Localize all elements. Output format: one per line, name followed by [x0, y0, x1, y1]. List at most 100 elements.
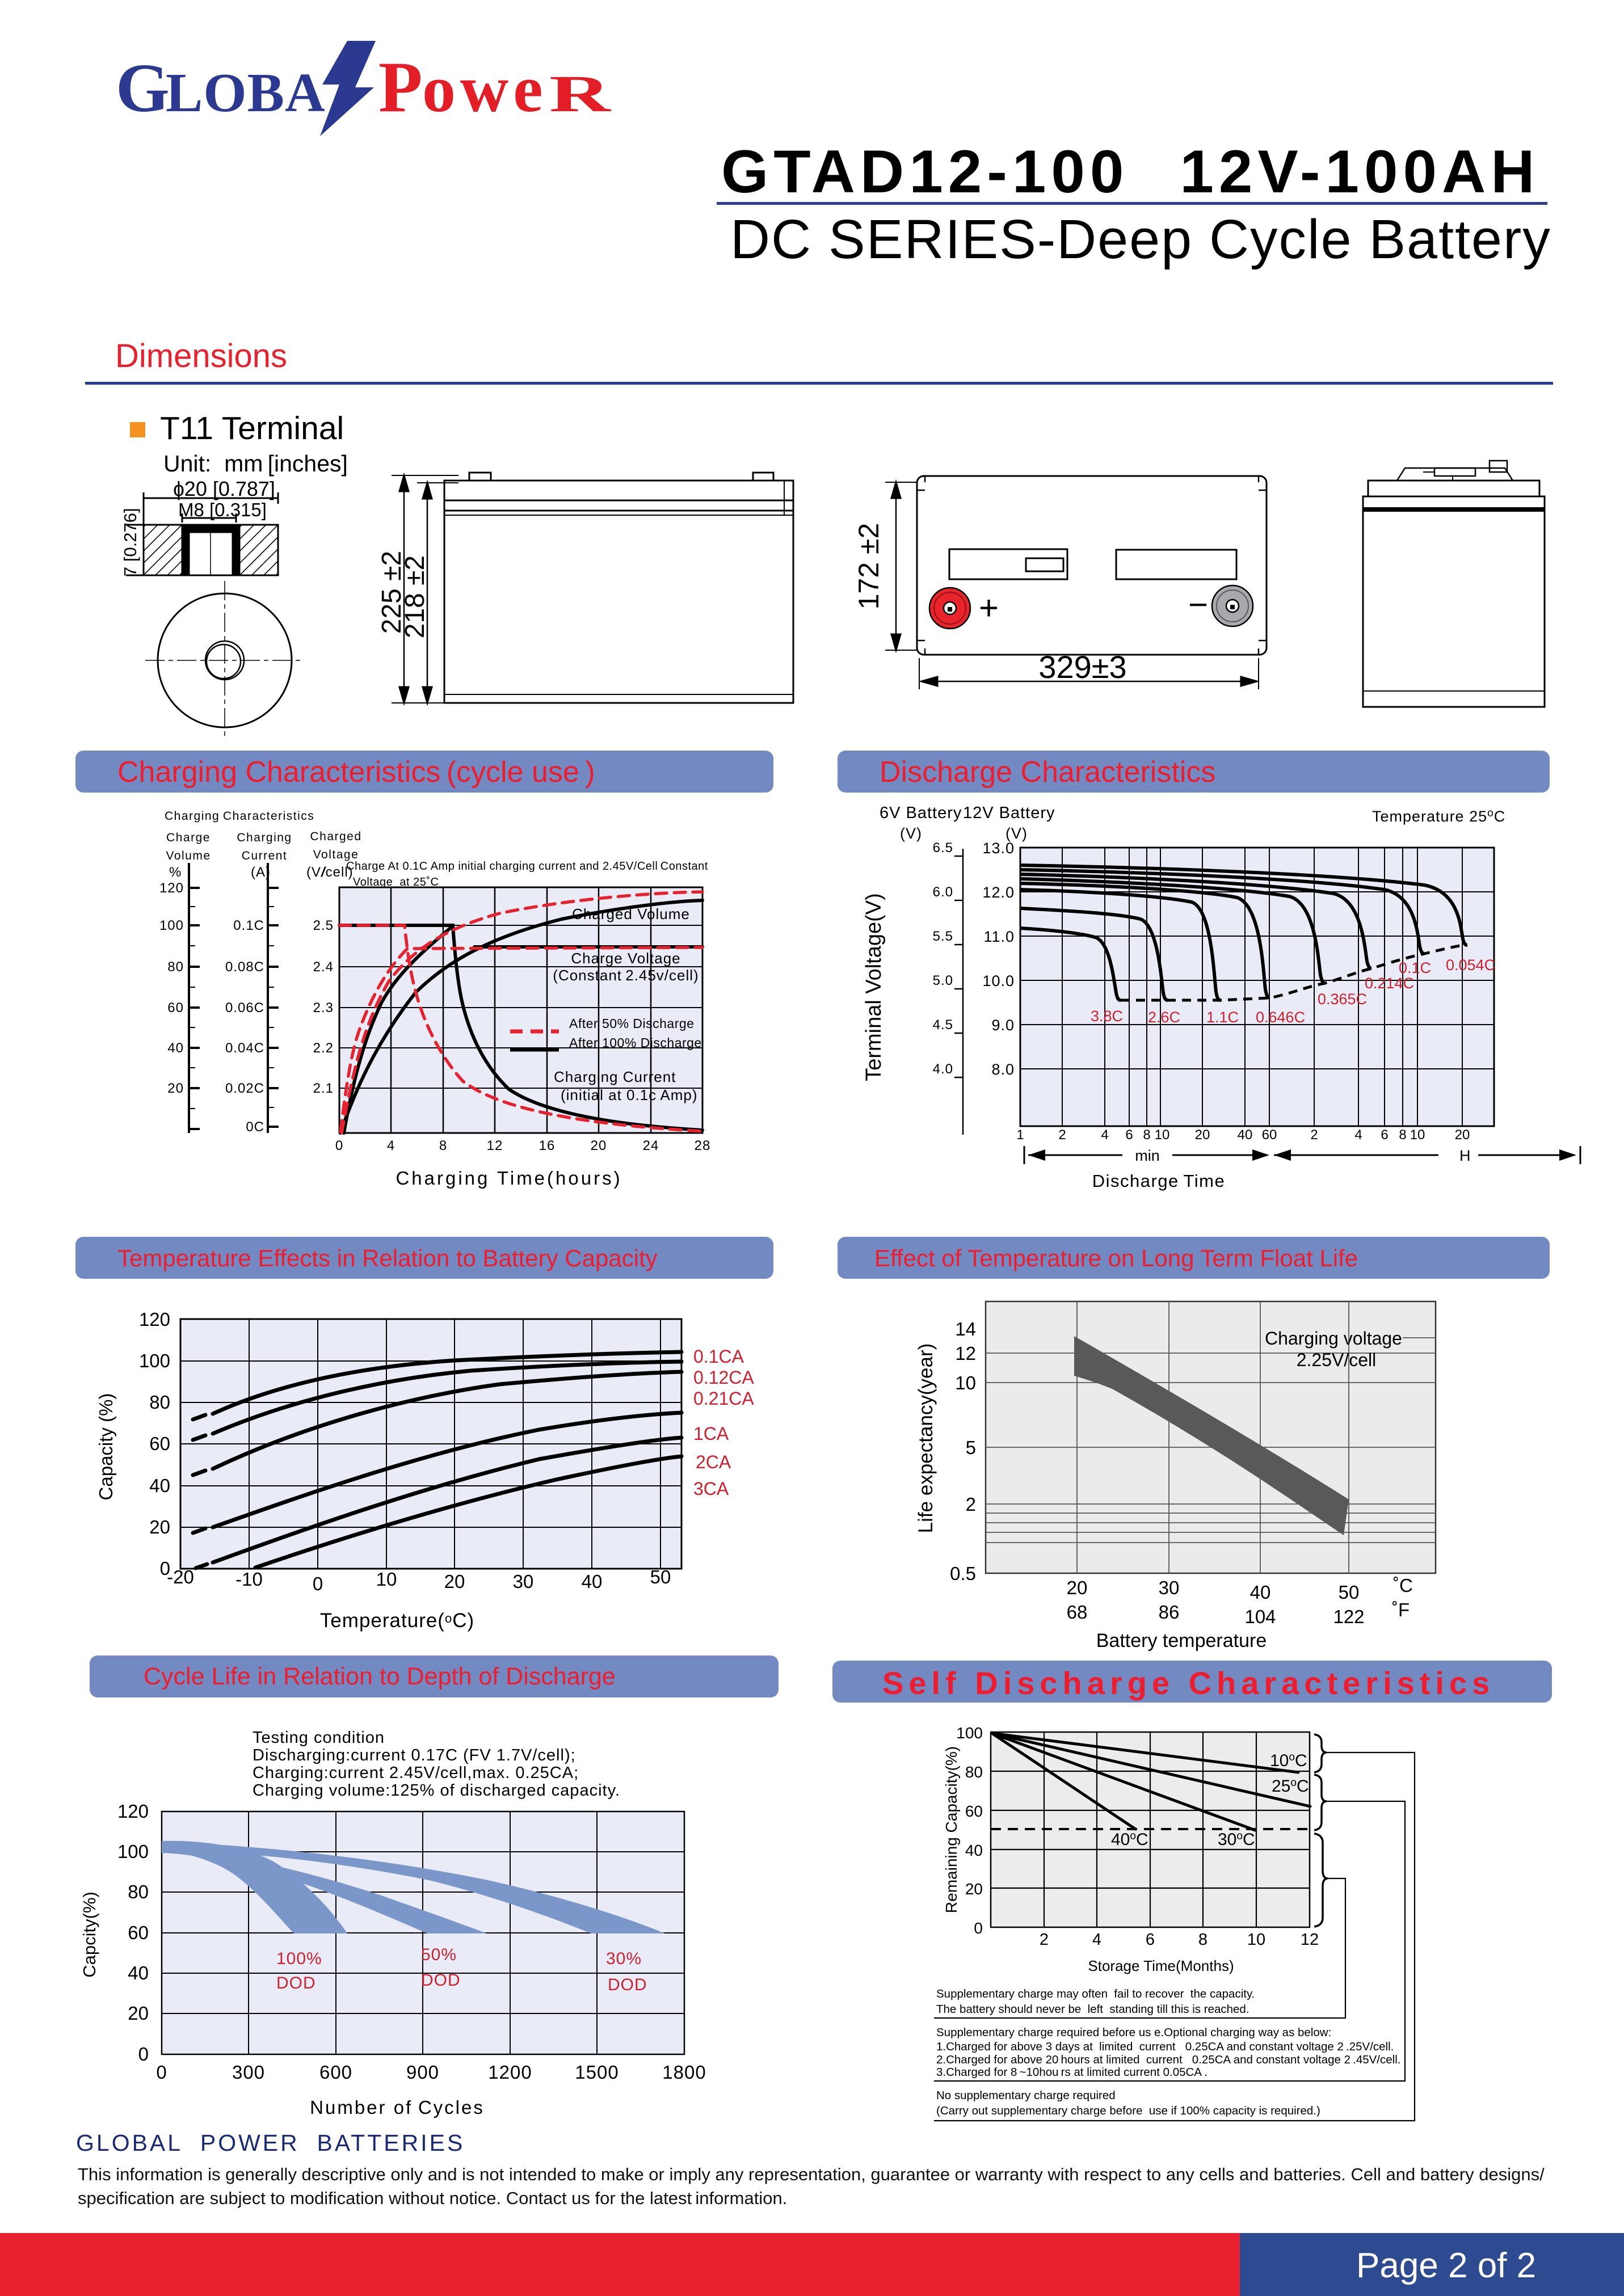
- svg-text:Temperature 25oC: Temperature 25oC: [1372, 807, 1505, 825]
- svg-text:20: 20: [965, 1880, 983, 1898]
- svg-text:100: 100: [159, 918, 184, 933]
- svg-text:80: 80: [149, 1392, 170, 1413]
- svg-text:2: 2: [1310, 1127, 1318, 1143]
- svg-text:2.3: 2.3: [313, 1000, 334, 1016]
- svg-text:Temperature(oC): Temperature(oC): [320, 1610, 474, 1632]
- svg-text:3.8C: 3.8C: [1091, 1008, 1123, 1025]
- svg-text:Discharging:current 0.17C (FV: Discharging:current 0.17C (FV 1.7V/cell)…: [253, 1746, 576, 1764]
- svg-text:0.054C: 0.054C: [1446, 957, 1495, 974]
- svg-text:8: 8: [1143, 1127, 1150, 1143]
- svg-text:20: 20: [1455, 1127, 1470, 1143]
- svg-text:Testing condition: Testing condition: [253, 1729, 385, 1747]
- svg-text:H: H: [1459, 1147, 1471, 1164]
- svg-text:2: 2: [966, 1494, 976, 1515]
- svg-text:40: 40: [1250, 1582, 1271, 1603]
- svg-text:0: 0: [160, 1558, 170, 1579]
- svg-text:120: 120: [139, 1309, 170, 1330]
- svg-text:3CA: 3CA: [693, 1478, 729, 1499]
- svg-text:ɸ20 [0.787]: ɸ20 [0.787]: [173, 477, 275, 500]
- svg-text:0.646C: 0.646C: [1256, 1009, 1305, 1026]
- svg-text:80: 80: [965, 1763, 983, 1781]
- svg-text:1: 1: [1016, 1127, 1024, 1143]
- svg-text:-20: -20: [167, 1566, 194, 1587]
- svg-text:Charge Voltage: Charge Voltage: [571, 950, 680, 967]
- svg-text:5.0: 5.0: [933, 973, 953, 988]
- svg-text:12: 12: [487, 1138, 503, 1153]
- svg-text:0.08C: 0.08C: [225, 959, 264, 975]
- svg-text:˚F: ˚F: [1392, 1599, 1410, 1620]
- svg-text:G: G: [116, 50, 170, 127]
- svg-text:12: 12: [1301, 1931, 1319, 1949]
- svg-text:0.365C: 0.365C: [1318, 991, 1367, 1008]
- svg-text:4.0: 4.0: [933, 1061, 953, 1077]
- svg-text:0: 0: [138, 2044, 149, 2065]
- svg-text:30%: 30%: [606, 1949, 642, 1968]
- svg-text:40oC: 40oC: [1111, 1830, 1148, 1849]
- svg-text:Charging Time(hours): Charging Time(hours): [396, 1168, 622, 1189]
- svg-text:˚C: ˚C: [1393, 1575, 1413, 1596]
- svg-text:Supplementary charge may often: Supplementary charge may often fail to r…: [936, 1987, 1255, 2000]
- svg-text:0.1CA: 0.1CA: [693, 1346, 744, 1367]
- svg-text:86: 86: [1159, 1602, 1180, 1623]
- svg-text:30: 30: [513, 1571, 534, 1592]
- svg-text:8: 8: [1198, 1931, 1208, 1949]
- svg-text:2.1: 2.1: [313, 1081, 334, 1096]
- svg-text:10: 10: [955, 1372, 976, 1393]
- svg-text:Remaining Capacity(%): Remaining Capacity(%): [943, 1746, 960, 1913]
- svg-text:5: 5: [966, 1437, 976, 1458]
- svg-text:Charging Characteristics: Charging Characteristics: [165, 810, 314, 823]
- svg-text:28: 28: [695, 1138, 711, 1153]
- svg-text:20: 20: [591, 1138, 607, 1153]
- svg-text:2.4: 2.4: [313, 959, 334, 975]
- svg-text:Voltage: Voltage: [313, 848, 359, 861]
- svg-text:10: 10: [376, 1569, 397, 1590]
- svg-text:(V): (V): [900, 825, 922, 842]
- svg-text:M8 [0.315]: M8 [0.315]: [178, 499, 267, 520]
- svg-text:9.0: 9.0: [991, 1017, 1015, 1034]
- svg-text:40: 40: [149, 1475, 170, 1496]
- svg-text:(V/cell): (V/cell): [306, 865, 354, 880]
- svg-text:6: 6: [1146, 1931, 1155, 1949]
- svg-text:24: 24: [643, 1138, 659, 1153]
- svg-text:4.5: 4.5: [933, 1017, 953, 1033]
- svg-text:60: 60: [167, 1000, 184, 1016]
- svg-text:4: 4: [1101, 1127, 1108, 1143]
- svg-text:4: 4: [1354, 1127, 1362, 1143]
- svg-text:Capacity (%): Capacity (%): [95, 1393, 116, 1501]
- svg-text:Storage Time(Months): Storage Time(Months): [1088, 1957, 1234, 1974]
- svg-text:The battery should never be l: The battery should never be left standin…: [936, 2003, 1249, 2016]
- svg-text:2.Charged for above 20 hours a: 2.Charged for above 20 hours at limited …: [936, 2053, 1400, 2066]
- svg-text:6.0: 6.0: [933, 884, 953, 900]
- svg-text:6: 6: [1125, 1127, 1133, 1143]
- svg-text:DOD: DOD: [421, 1971, 461, 1990]
- svg-text:Volume: Volume: [166, 849, 211, 862]
- svg-text:10: 10: [1247, 1931, 1265, 1949]
- svg-text:3.Charged for 8 ~10hou rs at l: 3.Charged for 8 ~10hou rs at limited cur…: [936, 2066, 1208, 2079]
- svg-text:10.0: 10.0: [982, 972, 1015, 989]
- svg-text:100%: 100%: [276, 1949, 322, 1968]
- svg-text:6: 6: [1381, 1127, 1388, 1143]
- svg-text:4: 4: [387, 1138, 395, 1153]
- svg-text:5.5: 5.5: [933, 929, 953, 944]
- svg-text:30oC: 30oC: [1218, 1830, 1255, 1849]
- svg-text:20: 20: [1067, 1577, 1088, 1598]
- svg-text:218 ±2: 218 ±2: [400, 555, 430, 638]
- svg-text:(V): (V): [1005, 825, 1028, 842]
- svg-text:2.5: 2.5: [313, 918, 334, 933]
- svg-text:Discharge Time: Discharge Time: [1092, 1171, 1226, 1191]
- svg-text:0.214C: 0.214C: [1365, 975, 1414, 992]
- svg-text:2: 2: [1058, 1127, 1066, 1143]
- svg-text:6V Battery: 6V Battery: [880, 804, 962, 822]
- svg-text:Charge: Charge: [166, 831, 211, 844]
- svg-text:20: 20: [167, 1081, 184, 1096]
- svg-text:300: 300: [232, 2062, 265, 2083]
- svg-text:Charging volume:125% of discha: Charging volume:125% of discharged capac…: [253, 1781, 620, 1800]
- svg-text:(Carry out supplementary charg: (Carry out supplementary charge before u…: [936, 2104, 1320, 2117]
- svg-text:600: 600: [319, 2062, 352, 2083]
- svg-text:10: 10: [1155, 1127, 1170, 1143]
- svg-text:1800: 1800: [662, 2062, 706, 2083]
- svg-text:P: P: [378, 48, 423, 127]
- svg-text:0: 0: [156, 2062, 167, 2083]
- svg-text:12V Battery: 12V Battery: [963, 804, 1055, 822]
- svg-text:After 50% Discharge: After 50% Discharge: [569, 1016, 694, 1031]
